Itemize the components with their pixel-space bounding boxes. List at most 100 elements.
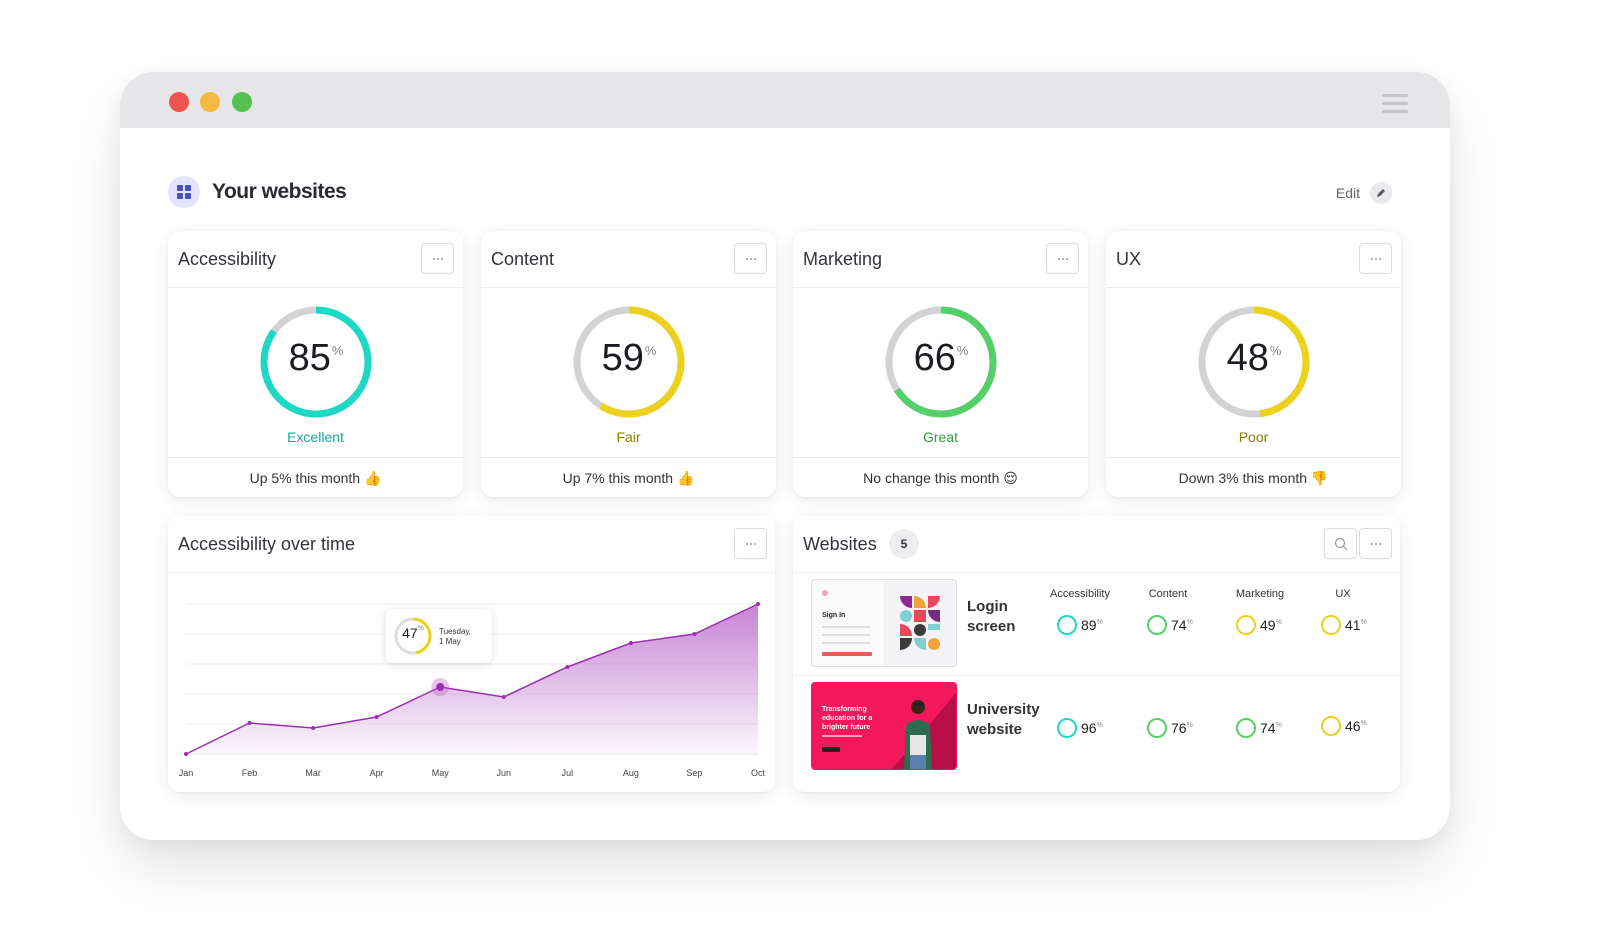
card-header: Websites 5 bbox=[793, 516, 1400, 573]
more-options-button[interactable] bbox=[1359, 243, 1392, 274]
more-options-button[interactable] bbox=[421, 243, 454, 274]
gauge-value: 66 bbox=[913, 337, 956, 379]
card-header: Content bbox=[481, 231, 776, 288]
pct: % bbox=[1275, 721, 1282, 729]
score-trend-footer: Up 7% this month 👍 bbox=[481, 457, 776, 497]
accessibility-over-time-card: Accessibility over time Jan Feb Mar Apr May J… bbox=[168, 516, 775, 792]
x-tick-label: Jan bbox=[179, 768, 194, 778]
score-value: 74 bbox=[1260, 720, 1276, 736]
score-ring-icon bbox=[1236, 718, 1256, 738]
score-trend-footer: Down 3% this month 👎 bbox=[1106, 457, 1401, 497]
edit-button[interactable]: Edit bbox=[1336, 182, 1392, 204]
score-ring-icon bbox=[1147, 718, 1167, 738]
score-rating-label: Excellent bbox=[287, 429, 344, 445]
score-card-marketing: Marketing 66% Great No change this month 😌 bbox=[793, 231, 1088, 497]
column-header-ux: UX bbox=[1335, 588, 1351, 600]
card-title: Websites bbox=[803, 534, 877, 554]
score-ring-icon bbox=[1321, 716, 1341, 736]
score-value: 89 bbox=[1081, 617, 1097, 633]
x-tick-label: Jul bbox=[562, 768, 574, 778]
more-options-button[interactable] bbox=[734, 243, 767, 274]
gauge-pct: % bbox=[331, 343, 344, 358]
score-rating-label: Poor bbox=[1238, 429, 1269, 445]
university-website-thumbnail: Transforming education for a brighter fu… bbox=[811, 682, 957, 770]
gauge-value: 59 bbox=[601, 337, 644, 379]
data-point bbox=[628, 641, 633, 645]
close-window-button[interactable] bbox=[169, 92, 189, 112]
websites-card: Websites 5 Accessibility Content Marketi… bbox=[793, 516, 1400, 792]
gauge-pct: % bbox=[644, 343, 657, 358]
score-accessibility: 89% bbox=[1057, 615, 1103, 635]
site-name: University website bbox=[967, 700, 1057, 740]
score-trend-footer: Up 5% this month 👍 bbox=[168, 457, 463, 497]
pct: % bbox=[1360, 719, 1367, 727]
site-name-line2: screen bbox=[967, 618, 1016, 635]
websites-count-badge: 5 bbox=[889, 529, 919, 559]
table-row[interactable]: Sign In bbox=[793, 573, 1400, 676]
gauge-ring bbox=[885, 306, 997, 418]
more-options-button[interactable] bbox=[1359, 528, 1392, 559]
gauge-value: 48 bbox=[1226, 337, 1269, 379]
more-options-button[interactable] bbox=[734, 528, 767, 559]
tooltip-pct: % bbox=[417, 625, 424, 632]
accessibility-area-chart: Jan Feb Mar Apr May Jun Jul Aug Sep Oct bbox=[179, 602, 766, 778]
card-title: Marketing bbox=[803, 249, 883, 269]
maximize-window-button[interactable] bbox=[232, 92, 252, 112]
data-point bbox=[756, 602, 760, 606]
score-ring-icon bbox=[1057, 615, 1077, 635]
data-point bbox=[436, 683, 445, 691]
x-tick-label: Jun bbox=[497, 768, 512, 778]
card-title: Content bbox=[491, 249, 555, 269]
pct: % bbox=[1096, 721, 1103, 729]
score-value: 96 bbox=[1081, 720, 1097, 736]
score-ring-icon bbox=[1057, 718, 1077, 738]
hamburger-menu-icon[interactable] bbox=[1382, 94, 1408, 114]
chart-tooltip: 47% Tuesday, 1 May bbox=[386, 609, 492, 663]
score-ring-icon bbox=[1147, 615, 1167, 635]
card-title: UX bbox=[1116, 249, 1142, 269]
score-card-content: Content 59% Fair Up 7% this month 👍 bbox=[481, 231, 776, 497]
score-card-ux: UX 48% Poor Down 3% this month 👎 bbox=[1106, 231, 1401, 497]
column-header-marketing: Marketing bbox=[1235, 588, 1285, 600]
grid-icon bbox=[168, 176, 200, 208]
card-title: Accessibility bbox=[178, 249, 277, 269]
x-tick-label: May bbox=[432, 768, 450, 778]
x-tick-label: Aug bbox=[623, 768, 639, 778]
score-gauge: 66% bbox=[882, 303, 1000, 421]
score-value: 41 bbox=[1345, 617, 1361, 633]
score-ring-icon bbox=[1321, 615, 1341, 635]
student-photo bbox=[904, 700, 932, 769]
score-content: 76% bbox=[1147, 718, 1193, 738]
gauge-value: 85 bbox=[288, 337, 331, 379]
card-header: Marketing bbox=[793, 231, 1088, 288]
pct: % bbox=[1186, 721, 1193, 729]
pct: % bbox=[1186, 618, 1193, 626]
data-point bbox=[247, 721, 252, 725]
card-title: Accessibility over time bbox=[178, 534, 356, 554]
x-tick-label: Oct bbox=[751, 768, 766, 778]
data-point bbox=[565, 665, 570, 669]
score-value: 46 bbox=[1345, 718, 1361, 734]
score-accessibility: 96% bbox=[1057, 718, 1103, 738]
thumb-sign-in-text: Sign In bbox=[822, 612, 846, 619]
page-title: Your websites bbox=[212, 180, 347, 203]
score-rating-label: Great bbox=[922, 429, 958, 445]
minimize-window-button[interactable] bbox=[200, 92, 220, 112]
tooltip-gauge bbox=[394, 617, 432, 655]
area-fill bbox=[186, 604, 758, 754]
more-options-button[interactable] bbox=[1046, 243, 1079, 274]
data-point bbox=[311, 726, 316, 730]
column-header-accessibility: Accessibility bbox=[1050, 588, 1110, 600]
site-name-line1: Login bbox=[967, 598, 1008, 615]
gauge-ring bbox=[260, 306, 372, 418]
abstract-shapes-graphic bbox=[900, 596, 940, 650]
card-header: Accessibility over time bbox=[168, 516, 775, 573]
login-screen-thumbnail: Sign In bbox=[811, 579, 957, 667]
search-button[interactable] bbox=[1324, 528, 1357, 559]
score-value: 76 bbox=[1171, 720, 1187, 736]
thumb-headline: Transforming bbox=[822, 706, 867, 713]
table-row[interactable]: Transforming education for a brighter fu… bbox=[793, 676, 1400, 778]
tooltip-value: 47 bbox=[402, 625, 418, 641]
score-gauge: 85% bbox=[257, 303, 375, 421]
x-tick-label: Apr bbox=[370, 768, 384, 778]
